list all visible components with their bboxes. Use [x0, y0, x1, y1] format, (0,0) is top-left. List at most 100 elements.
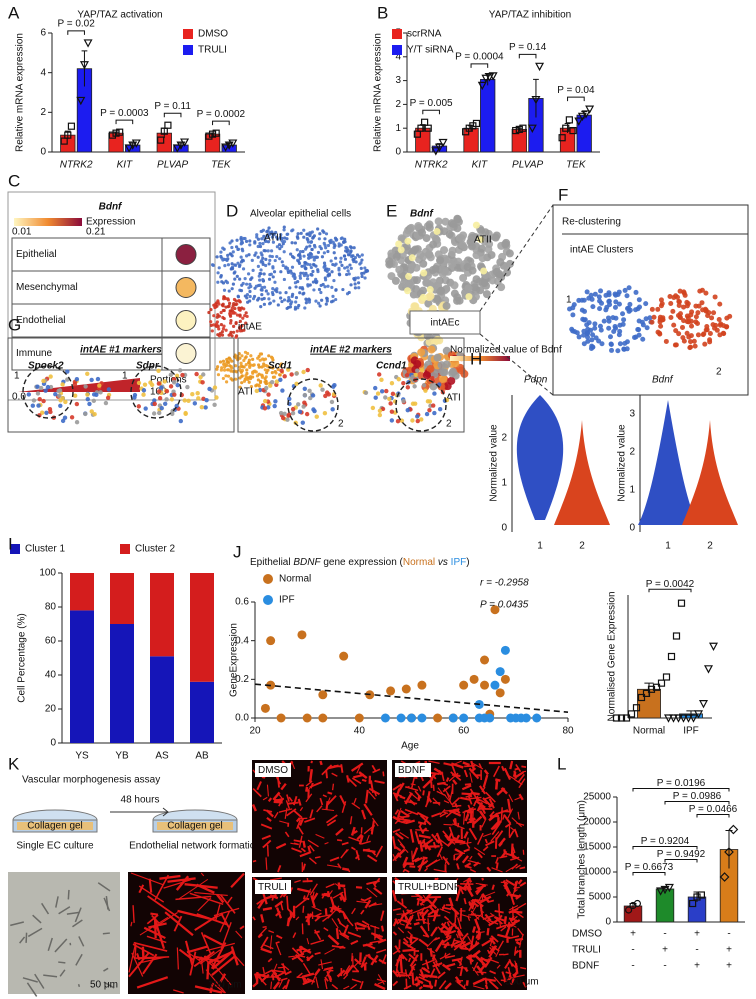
- cell-dot: [260, 373, 264, 377]
- cell-dot: [209, 307, 213, 312]
- texture: [59, 969, 66, 977]
- cell-dot: [237, 307, 241, 312]
- cell-dot: [370, 405, 376, 411]
- vessel: [399, 795, 406, 800]
- cell-dot: [453, 263, 462, 272]
- cell-dot: [342, 240, 346, 244]
- cell-dot: [272, 403, 277, 409]
- cell-dot: [598, 288, 604, 294]
- vessel: [196, 913, 228, 926]
- cell-dot: [606, 325, 612, 331]
- cell-dot: [248, 239, 252, 243]
- cell-dot: [293, 307, 297, 311]
- vessel: [342, 867, 349, 871]
- cell-dot: [615, 348, 621, 354]
- cell-dot: [228, 314, 233, 318]
- significance-bracket: [567, 96, 585, 102]
- cell-dot: [48, 384, 54, 390]
- vessel: [295, 916, 300, 921]
- vessel: [394, 945, 401, 953]
- cell-dot: [264, 385, 269, 391]
- cell-dot: [221, 246, 225, 250]
- title-part: ): [466, 557, 469, 568]
- vessel: [173, 989, 184, 994]
- vessel: [505, 864, 518, 873]
- cell-dot: [244, 311, 248, 315]
- vessel: [361, 778, 367, 782]
- vessel: [470, 767, 477, 773]
- cell-dot: [242, 328, 246, 332]
- vessel: [505, 923, 512, 937]
- portion-dot: [175, 277, 197, 298]
- cell-dot: [337, 266, 341, 270]
- cell-dot: [300, 420, 305, 425]
- cell-dot: [270, 231, 274, 235]
- cell-dot: [482, 290, 491, 299]
- cell-dot: [210, 329, 214, 333]
- vessel: [329, 904, 336, 913]
- texture: [78, 936, 85, 947]
- cell-dot: [301, 369, 306, 375]
- data-point: [480, 655, 490, 665]
- cell-dot: [472, 221, 480, 229]
- cell-dot: [298, 274, 302, 278]
- cell-dot: [412, 384, 417, 389]
- vessel: [256, 781, 262, 791]
- cell-dot: [711, 310, 717, 316]
- vessel: [415, 918, 426, 921]
- vessel: [206, 942, 235, 952]
- vessel: [324, 948, 335, 955]
- data-point: [617, 714, 626, 722]
- vessel: [391, 836, 397, 850]
- cell-dot: [707, 339, 713, 345]
- legend-swatch: [183, 45, 193, 55]
- vessel: [459, 936, 468, 949]
- vessel: [491, 867, 503, 873]
- vessel: [461, 792, 472, 796]
- vessel: [130, 921, 133, 927]
- y-axis-label: Normalized value: [617, 424, 628, 502]
- vessel: [267, 957, 273, 963]
- data-point: [485, 713, 495, 723]
- cell-dot: [681, 338, 687, 344]
- violin: [682, 420, 738, 525]
- condition-cell: -: [663, 961, 666, 972]
- y-tick-label: 0.6: [235, 597, 249, 608]
- cell-dot: [207, 310, 211, 315]
- vessel: [404, 808, 419, 816]
- vessel: [331, 772, 338, 777]
- cell-dot: [340, 263, 344, 267]
- cell-dot: [298, 249, 303, 254]
- vessel: [490, 820, 500, 831]
- vessel: [509, 935, 520, 939]
- vessel: [397, 927, 405, 934]
- p-value: P = 0.6673: [625, 862, 674, 873]
- cell-dot: [228, 364, 232, 368]
- vessel: [340, 884, 345, 888]
- cell-dot: [219, 323, 224, 327]
- vessel: [515, 940, 522, 946]
- vessel: [359, 980, 364, 990]
- cell-dot: [299, 271, 303, 275]
- bar: [70, 610, 94, 743]
- data-point: [76, 96, 86, 106]
- vessel: [470, 935, 475, 948]
- data-point: [108, 131, 117, 139]
- cell-dot: [222, 324, 226, 328]
- cell-dot: [688, 318, 694, 324]
- data-point: [221, 143, 231, 152]
- vessel: [258, 927, 268, 937]
- bar: [190, 681, 214, 743]
- vessel: [443, 952, 447, 958]
- cell-dot: [299, 231, 303, 235]
- vessel: [519, 866, 526, 870]
- cell-dot: [307, 388, 312, 393]
- vessel: [518, 778, 526, 789]
- vessel: [473, 985, 485, 990]
- vessel: [483, 796, 492, 800]
- vessel: [464, 783, 472, 786]
- cell-dot: [395, 419, 401, 424]
- cell-dot: [215, 367, 219, 371]
- data-point: [60, 137, 68, 145]
- significance-bracket: [632, 846, 698, 850]
